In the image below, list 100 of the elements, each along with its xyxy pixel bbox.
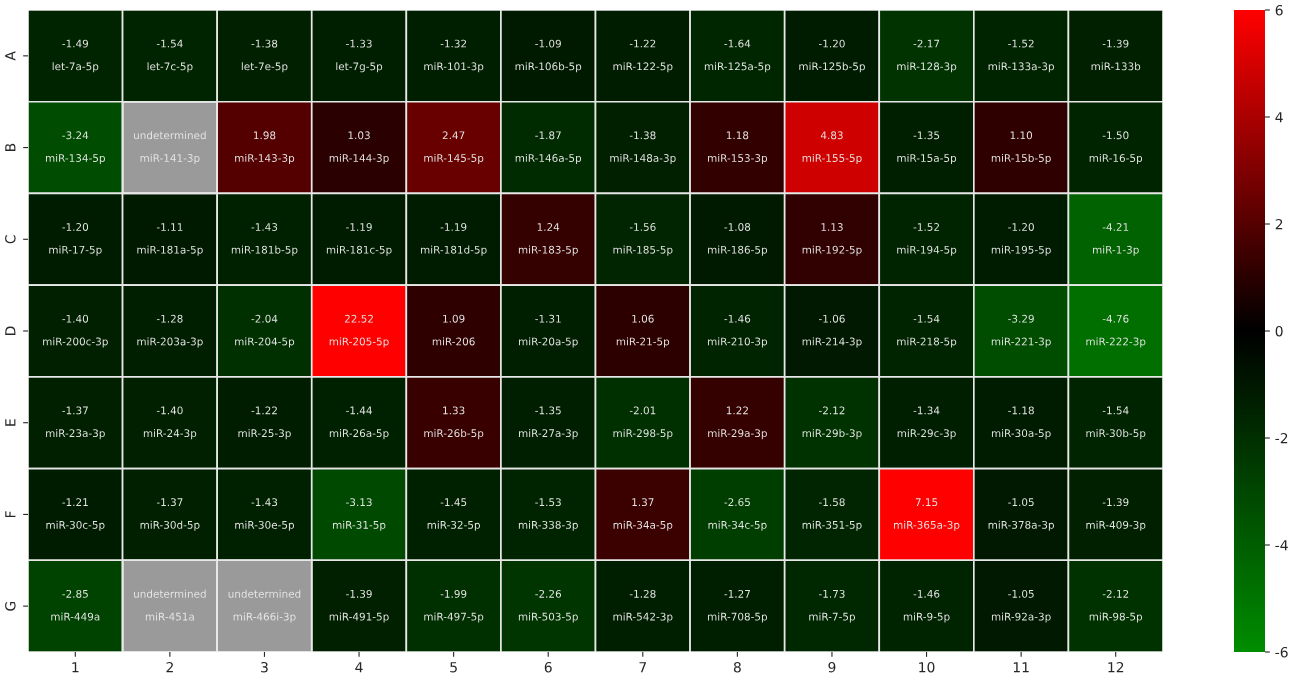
text: -1.09 miR-106b-5p (515, 39, 582, 73)
text: -1.05 miR-378a-3p (988, 498, 1054, 531)
text: -2.12 miR-98-5p (1089, 589, 1143, 623)
x-tick-label: 12 (1108, 661, 1124, 673)
text: -1.27 miR-708-5p (708, 589, 768, 623)
text: -4.21 miR-1-3p (1093, 223, 1139, 256)
text: -1.39 miR-491-5p (329, 589, 389, 623)
text: -1.46 miR-9-5p (903, 589, 950, 623)
text: -1.52 miR-194-5p (897, 223, 957, 256)
text: undetermined miR-466i-3p (228, 589, 301, 623)
text: -1.19 miR-181c-5p (326, 223, 392, 256)
text: -1.45 miR-32-5p (427, 498, 480, 531)
text: -1.39 miR-133b (1091, 39, 1141, 71)
text: -2.85 miR-449a (51, 589, 100, 621)
text: 1.37 miR-34a-5p (613, 498, 673, 531)
text: -1.64 miR-125a-5p (704, 39, 771, 73)
text: 1.10 miR-15b-5p (991, 131, 1051, 164)
text: -1.11 miR-181a-5p (137, 223, 203, 256)
text: -2.01 miR-298-5p (613, 406, 673, 440)
y-tick-label: C (5, 235, 16, 244)
x-tick-label: 3 (261, 661, 268, 673)
color-bar-label: 0 (1275, 325, 1283, 337)
x-tick-label: 9 (828, 661, 836, 673)
text: -1.37 miR-30d-5p (140, 498, 200, 531)
text: 22.52 miR-205-5p (329, 314, 389, 348)
text: -2.17 miR-128-3p (897, 39, 957, 73)
color-bar-label: -4 (1275, 540, 1288, 551)
x-tick-label: 2 (166, 661, 173, 673)
text: -2.65 miR-34c-5p (708, 498, 767, 531)
text: -1.53 miR-338-3p (518, 498, 578, 531)
text: -1.50 miR-16-5p (1089, 131, 1143, 164)
text: -2.12 miR-29b-3p (802, 406, 862, 440)
x-tick-label: 4 (355, 662, 363, 673)
text: -1.22 miR-122-5p (613, 39, 673, 73)
text: undetermined miR-451a (134, 589, 206, 621)
color-bar-label: -2 (1275, 432, 1288, 444)
text: -1.32 miR-101-3p (424, 39, 484, 73)
text: -1.31 miR-20a-5p (519, 314, 578, 348)
text: -1.43 miR-181b-5p (231, 223, 298, 256)
text: 1.24 miR-183-5p (518, 223, 578, 256)
color-bar-label: 6 (1275, 4, 1283, 16)
x-tick-label: 8 (733, 661, 741, 673)
text: 1.03 miR-144-3p (329, 131, 389, 164)
y-tick-label: G (5, 601, 16, 611)
text: -1.35 miR-27a-3p (519, 406, 578, 440)
text: 2.47 miR-145-5p (424, 131, 484, 164)
text: -1.28 miR-203a-3p (137, 314, 203, 348)
text: -1.73 miR-7-5p (809, 589, 856, 623)
text: 7.15 miR-365a-3p (894, 498, 960, 531)
text: -1.18 miR-30a-5p (991, 406, 1051, 440)
x-tick-label: 6 (544, 661, 552, 673)
text: -1.87 miR-146a-5p (515, 131, 582, 164)
text: -1.38 let-7e-5p (241, 39, 288, 73)
text: 1.33 miR-26b-5p (424, 406, 484, 440)
text: -1.38 miR-148a-3p (610, 131, 676, 164)
text: -1.21 miR-30c-5p (46, 498, 105, 531)
color-bar-label: -6 (1275, 646, 1288, 658)
text: undetermined miR-141-3p (134, 131, 206, 164)
text: -3.13 miR-31-5p (333, 498, 386, 531)
y-tick-label: A (5, 51, 16, 61)
text: -1.58 miR-351-5p (802, 498, 862, 531)
text: -1.43 miR-30e-5p (235, 498, 295, 531)
text: -3.24 miR-134-5p (45, 131, 105, 164)
text: -1.37 miR-23a-3p (46, 406, 105, 440)
text: -1.20 miR-195-5p (991, 223, 1051, 256)
color-bar-label: 4 (1275, 112, 1283, 123)
text: -1.22 miR-25-3p (238, 406, 291, 440)
x-tick-label: 7 (639, 662, 647, 673)
text: -1.35 miR-15a-5p (897, 131, 957, 164)
text: -1.99 miR-497-5p (424, 589, 484, 623)
text: -1.49 let-7a-5p (52, 39, 99, 73)
text: -1.40 miR-24-3p (143, 406, 197, 440)
text: -1.28 miR-542-3p (613, 589, 673, 623)
text: 1.22 miR-29a-3p (708, 406, 767, 440)
text: -1.54 miR-30b-5p (1086, 406, 1146, 440)
text: -1.56 miR-185-5p (613, 223, 673, 256)
text: -1.54 miR-218-5p (897, 314, 957, 348)
text: 1.09 miR-206 (432, 314, 475, 346)
text: 4.83 miR-155-5p (802, 131, 862, 164)
text: -1.33 let-7g-5p (336, 39, 383, 73)
text: -1.19 miR-181d-5p (421, 223, 487, 256)
text: -4.76 miR-222-3p (1086, 314, 1146, 348)
y-tick-label: F (5, 511, 16, 518)
text: 1.98 miR-143-3p (235, 131, 295, 164)
color-bar-label: 2 (1275, 218, 1283, 230)
text: -1.05 miR-92a-3p (991, 589, 1051, 623)
text: -1.54 let-7c-5p (147, 39, 193, 73)
y-tick-label: D (5, 326, 16, 335)
text: -1.06 miR-214-3p (802, 314, 862, 348)
x-tick-label: 11 (1013, 662, 1029, 673)
text: -1.44 miR-26a-5p (329, 406, 389, 440)
text: -1.20 miR-125b-5p (799, 39, 865, 73)
text: -1.40 miR-200c-3p (43, 314, 108, 348)
y-tick-label: B (5, 143, 16, 151)
text: -1.34 miR-29c-3p (897, 406, 956, 440)
text: -2.26 miR-503-5p (518, 589, 578, 623)
y-tick-label: E (5, 419, 16, 426)
text: -1.46 miR-210-3p (708, 314, 768, 348)
text: -1.39 miR-409-3p (1086, 498, 1146, 531)
x-tick-label: 5 (450, 662, 457, 673)
